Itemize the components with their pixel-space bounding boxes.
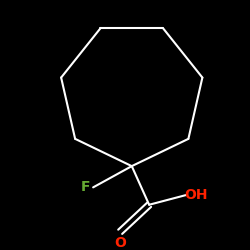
Text: OH: OH — [184, 188, 207, 202]
Text: F: F — [81, 180, 90, 194]
Text: O: O — [114, 236, 126, 250]
